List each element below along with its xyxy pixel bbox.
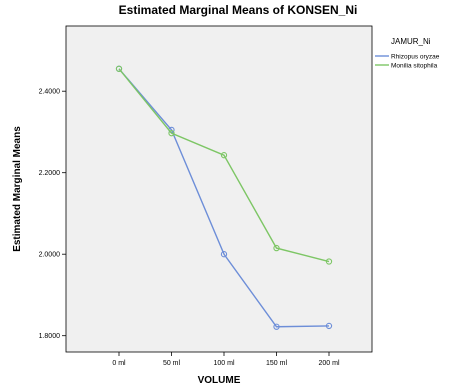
- data-point: [220, 251, 228, 258]
- y-tick-label: 2.0000: [39, 252, 61, 259]
- y-tick-label: 2.2000: [39, 170, 61, 177]
- y-tick-label: 1.8000: [39, 333, 61, 340]
- y-axis: 1.8000 2.0000 2.2000 2.4000: [39, 89, 66, 340]
- x-axis: 0 ml 50 ml 100 ml 150 ml 200 ml: [112, 352, 340, 367]
- legend-label: Monilia sitophila: [391, 62, 438, 69]
- series-layer: [115, 65, 333, 330]
- x-axis-label: VOLUME: [198, 375, 241, 386]
- data-point: [325, 258, 333, 265]
- legend: JAMUR_Ni Rhizopus oryzae Monilia sitophil…: [375, 37, 440, 69]
- data-point: [168, 130, 175, 137]
- data-point: [115, 65, 123, 72]
- y-axis-label: Estimated Marginal Means: [12, 126, 23, 252]
- x-tick-label: 150 ml: [266, 360, 287, 367]
- series-line: [118, 68, 330, 328]
- x-tick-label: 200 ml: [318, 360, 339, 367]
- x-tick-label: 0 ml: [112, 360, 126, 367]
- x-tick-label: 50 ml: [163, 360, 181, 367]
- legend-label: Rhizopus oryzae: [391, 53, 440, 60]
- data-point: [220, 152, 228, 159]
- data-point: [273, 323, 280, 330]
- plot-area: [65, 25, 373, 353]
- data-point: [273, 244, 280, 252]
- chart-title: Estimated Marginal Means of KONSEN_Ni: [119, 3, 358, 17]
- data-point: [325, 322, 333, 330]
- x-tick-label: 100 ml: [213, 360, 234, 367]
- series-line: [118, 68, 330, 263]
- legend-title: JAMUR_Ni: [391, 37, 431, 46]
- y-tick-label: 2.4000: [39, 89, 61, 96]
